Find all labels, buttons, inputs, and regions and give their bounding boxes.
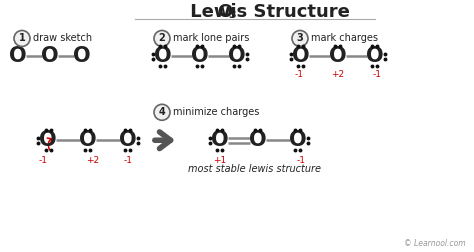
- Text: O: O: [366, 46, 384, 67]
- Text: O: O: [119, 130, 137, 150]
- Text: O: O: [289, 130, 307, 150]
- Text: O: O: [9, 46, 27, 67]
- Text: O: O: [79, 130, 97, 150]
- Text: -1: -1: [373, 70, 382, 79]
- Text: O: O: [73, 46, 91, 67]
- Text: minimize charges: minimize charges: [173, 107, 259, 117]
- Text: O: O: [39, 130, 57, 150]
- Text: 4: 4: [159, 107, 165, 117]
- Text: -1: -1: [297, 156, 306, 165]
- Text: O: O: [154, 46, 172, 67]
- Text: 2: 2: [159, 34, 165, 43]
- Text: draw sketch: draw sketch: [33, 34, 92, 43]
- Circle shape: [154, 30, 170, 46]
- Text: 3: 3: [297, 34, 303, 43]
- Text: -1: -1: [294, 70, 303, 79]
- Text: +1: +1: [213, 156, 227, 165]
- Text: mark lone pairs: mark lone pairs: [173, 34, 249, 43]
- Text: -1: -1: [124, 156, 133, 165]
- Text: O: O: [228, 46, 246, 67]
- Text: +2: +2: [331, 70, 345, 79]
- Text: © Learnool.com: © Learnool.com: [404, 239, 466, 248]
- Circle shape: [292, 30, 308, 46]
- Text: 1: 1: [18, 34, 26, 43]
- Text: O: O: [191, 46, 209, 67]
- Text: O: O: [211, 130, 229, 150]
- Text: mark charges: mark charges: [311, 34, 378, 43]
- Circle shape: [154, 104, 170, 120]
- Text: -1: -1: [38, 156, 47, 165]
- Text: O: O: [41, 46, 59, 67]
- Text: O: O: [292, 46, 310, 67]
- Text: O: O: [218, 3, 233, 20]
- Text: O: O: [329, 46, 347, 67]
- Text: most stable lewis structure: most stable lewis structure: [189, 164, 321, 174]
- Text: +2: +2: [86, 156, 100, 165]
- Text: 3: 3: [228, 11, 236, 20]
- Text: O: O: [249, 130, 267, 150]
- Text: Lewis Structure: Lewis Structure: [184, 3, 350, 20]
- Circle shape: [14, 30, 30, 46]
